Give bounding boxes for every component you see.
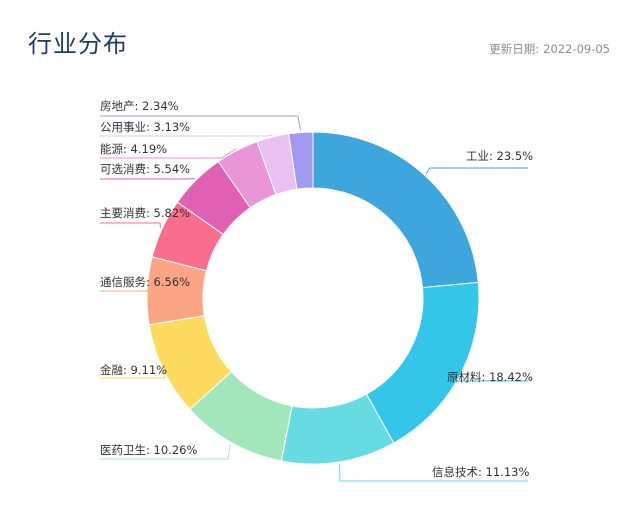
update-date-label: 更新日期: xyxy=(489,42,540,56)
leader-line-2 xyxy=(427,375,528,382)
slice-label-10: 公用事业: 3.13% xyxy=(100,120,190,134)
slice-label-6: 通信服务: 6.56% xyxy=(100,275,190,289)
slice-label-4: 医药卫生: 10.26% xyxy=(100,443,197,457)
donut-slice-1[interactable] xyxy=(312,131,479,289)
slice-label-1: 工业: 23.5% xyxy=(466,149,533,163)
slice-label-5: 金融: 9.11% xyxy=(100,363,167,377)
donut-slice-11[interactable] xyxy=(288,131,314,190)
leader-line-3 xyxy=(338,463,528,482)
slice-label-11: 房地产: 2.34% xyxy=(100,99,179,113)
slice-label-7: 主要消费: 5.82% xyxy=(100,206,190,220)
update-date-value: 2022-09-05 xyxy=(543,42,610,56)
page-title: 行业分布 xyxy=(28,30,128,58)
leader-line-11 xyxy=(100,115,302,131)
leader-line-1 xyxy=(425,167,528,175)
donut-slice-2[interactable] xyxy=(365,281,480,444)
leader-line-4 xyxy=(100,444,231,460)
leader-line-7 xyxy=(100,222,161,228)
slice-label-2: 原材料: 18.42% xyxy=(447,370,533,384)
slice-label-3: 信息技术: 11.13% xyxy=(432,465,529,479)
update-date: 更新日期: 2022-09-05 xyxy=(489,41,610,57)
slice-label-9: 能源: 4.19% xyxy=(100,142,167,156)
leader-line-9 xyxy=(100,148,237,159)
slice-label-8: 可选消费: 5.54% xyxy=(100,162,190,176)
leader-line-10 xyxy=(100,134,273,137)
leader-line-5 xyxy=(100,370,166,379)
